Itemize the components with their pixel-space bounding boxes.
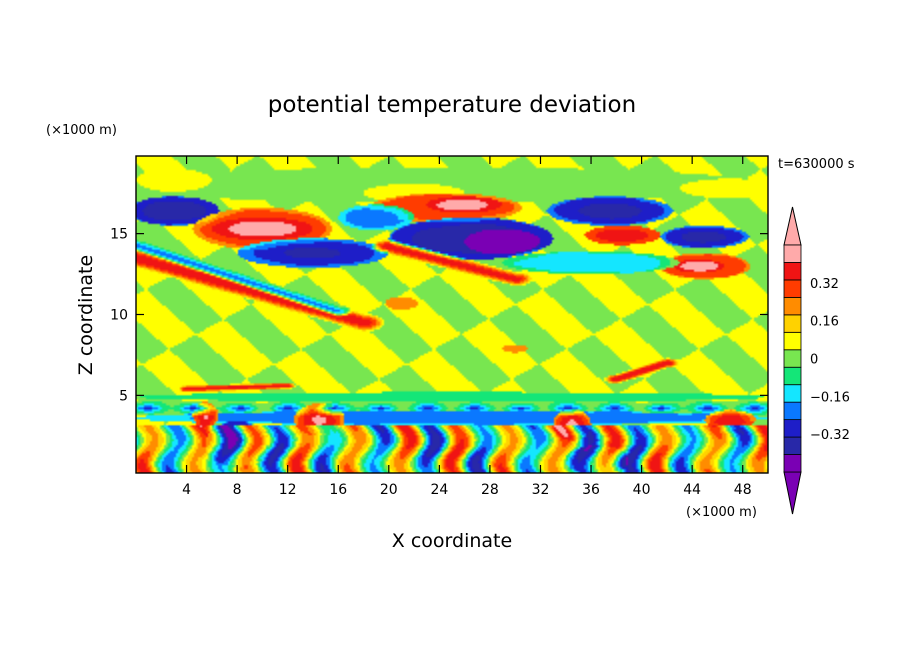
y-tick-label: 15 [110,227,128,243]
x-tick-label: 4 [182,482,191,498]
time-label: t=630000 s [778,157,855,172]
y-axis-label: Z coordinate [75,255,97,375]
x-axis: 4 8 12 16 20 24 28 32 36 40 44 48 [182,156,752,498]
colorbar-tick-label: 0.32 [810,277,839,292]
colorbar-extend-top [783,206,802,246]
colorbar-segment [783,366,802,386]
colorbar-segment [783,454,802,473]
x-tick-label: 48 [734,482,752,498]
x-tick-label: 28 [481,482,499,498]
colorbar-segment [783,384,802,403]
colorbar: 0.32 0.16 0 −0.16 −0.32 [783,206,850,515]
y-unit-label: (×1000 m) [46,123,117,138]
y-axis: 5 10 15 [110,227,768,404]
colorbar-segment [783,401,802,421]
x-tick-label: 20 [380,482,398,498]
x-tick-label: 24 [430,482,448,498]
colorbar-tick-label: −0.32 [810,428,850,443]
colorbar-segment [783,349,802,368]
colorbar-tick-label: −0.16 [810,390,850,405]
colorbar-segment [783,331,802,351]
y-tick-label: 5 [119,388,128,404]
contour-field [136,156,768,473]
chart-title: potential temperature deviation [268,92,636,118]
plot-area [135,155,769,474]
x-unit-label: (×1000 m) [686,505,757,520]
colorbar-tick-label: 0 [810,353,818,368]
x-axis-label: X coordinate [392,530,512,552]
x-tick-label: 32 [532,482,550,498]
colorbar-segment [783,262,802,281]
colorbar-segment [783,244,802,263]
colorbar-segment [783,296,802,316]
colorbar-tick-label: 0.16 [810,315,839,330]
colorbar-segment [783,436,802,455]
colorbar-extend-bottom [783,471,802,515]
x-tick-label: 8 [233,482,242,498]
x-tick-label: 40 [633,482,651,498]
x-tick-label: 36 [582,482,600,498]
x-tick-label: 44 [683,482,701,498]
colorbar-segment [783,419,802,438]
colorbar-segment [783,314,802,333]
y-tick-label: 10 [110,308,128,324]
x-tick-label: 12 [279,482,297,498]
x-tick-label: 16 [329,482,347,498]
colorbar-segment [783,279,802,298]
